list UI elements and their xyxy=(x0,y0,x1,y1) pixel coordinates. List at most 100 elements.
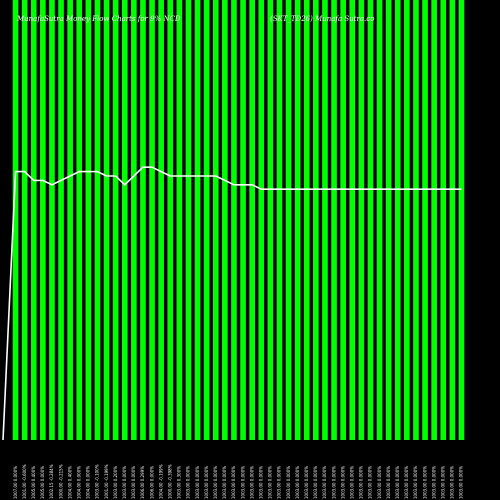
bar xyxy=(176,0,183,440)
x-tick-label: 1002.15 -0.284% xyxy=(49,464,54,499)
bar xyxy=(276,0,283,440)
x-tick-label: 1003.00 0.000% xyxy=(450,466,455,499)
bar xyxy=(340,0,346,440)
chart-title-left: MunafaSutra Money Flow Charts for 9% NCD xyxy=(16,15,181,23)
x-tick-label: 1003.00 0.000% xyxy=(213,466,218,499)
bar xyxy=(76,0,83,440)
x-tick-label: 1006.00 0.000% xyxy=(149,466,154,499)
x-tick-label: 1003.00 0.000% xyxy=(195,466,200,499)
x-tick-label: 1003.00 0.000% xyxy=(359,466,364,499)
x-tick-label: 1003.00 0.300% xyxy=(177,466,182,499)
bar xyxy=(94,0,101,440)
x-tick-label: 1001.00 -0.600% xyxy=(22,464,27,499)
bar xyxy=(258,0,265,440)
bar xyxy=(167,0,174,440)
bar xyxy=(385,0,392,440)
bar xyxy=(67,0,73,440)
bar xyxy=(30,0,37,440)
bar xyxy=(131,0,137,440)
x-tick-label: 1003.00 0.000% xyxy=(404,466,409,499)
bar xyxy=(103,0,110,440)
x-tick-label: 1001.00 -0.199% xyxy=(104,464,109,499)
bar xyxy=(422,0,428,440)
x-tick-label: 1003.00 0.000% xyxy=(286,466,291,499)
x-tick-label: 1003.00 0.000% xyxy=(131,466,136,499)
x-tick-label: 1003.00 0.000% xyxy=(377,466,382,499)
x-tick-label: 1004.00 0.000% xyxy=(76,466,81,499)
bar xyxy=(249,0,255,440)
bar xyxy=(112,0,119,440)
x-tick-label: 1003.00 0.000% xyxy=(277,466,282,499)
x-tick-label: 1004.00 -0.199% xyxy=(158,464,163,499)
x-tick-label: 1005.00 0.400% xyxy=(31,466,36,499)
x-tick-label: 1004.00 0.400% xyxy=(67,466,72,499)
bar xyxy=(12,0,19,440)
chart-title-right: (SKT_TD26) Munafa Sutra.co xyxy=(270,15,374,23)
x-tick-label: 1006.00 0.299% xyxy=(140,466,145,499)
x-tick-label: 1003.00 -0.100% xyxy=(95,464,100,499)
x-tick-label: 1003.00 0.000% xyxy=(395,466,400,499)
bar xyxy=(404,0,410,440)
x-tick-label: 1003.00 0.000% xyxy=(431,466,436,499)
x-tick-label: 1003.00 0.000% xyxy=(295,466,300,499)
bar xyxy=(458,0,465,440)
price-line-group xyxy=(2,166,462,441)
bar xyxy=(303,0,310,440)
bar xyxy=(367,0,374,440)
bar xyxy=(231,0,237,440)
x-tick-label: 1003.00 0.000% xyxy=(459,466,464,499)
bar xyxy=(431,0,437,440)
bar xyxy=(267,0,274,440)
bar xyxy=(185,0,192,440)
x-tick-label: 1005.00 0.000% xyxy=(40,466,45,499)
bar xyxy=(449,0,456,440)
bar xyxy=(349,0,356,440)
x-tick-label: 1003.00 0.000% xyxy=(268,466,273,499)
price-line xyxy=(2,166,462,441)
bar xyxy=(413,0,419,440)
bar xyxy=(21,0,28,440)
bar xyxy=(212,0,219,440)
bar xyxy=(240,0,246,440)
bar xyxy=(85,0,92,440)
bar xyxy=(394,0,401,440)
x-tick-label: 1000.00 -0.215% xyxy=(58,464,63,499)
x-tick-label: 1003.00 0.000% xyxy=(204,466,209,499)
bars-group xyxy=(12,0,465,440)
x-tick-label: 1003.00 0.000% xyxy=(240,466,245,499)
x-tick-label: 1003.00 0.000% xyxy=(231,466,236,499)
x-tick-label: 1003.00 0.000% xyxy=(249,466,254,499)
bar xyxy=(194,0,201,440)
x-tick-label: 1003.00 0.000% xyxy=(331,466,336,499)
bar xyxy=(222,0,228,440)
bar xyxy=(376,0,383,440)
bar xyxy=(121,0,128,440)
x-tick-label: 1003.00 0.000% xyxy=(386,466,391,499)
bar xyxy=(358,0,365,440)
bar xyxy=(158,0,164,440)
x-tick-label: 1003.00 0.000% xyxy=(258,466,263,499)
bar xyxy=(49,0,55,440)
x-tick-label: 1000.00 -0.398% xyxy=(167,464,172,499)
x-tick-label: 1003.00 0.000% xyxy=(422,466,427,499)
x-tick-label: 1003.00 0.000% xyxy=(368,466,373,499)
x-tick-label: 1003.00 0.000% xyxy=(186,466,191,499)
x-tick-label: 1003.00 0.000% xyxy=(440,466,445,499)
x-tick-label: 1003.00 0.000% xyxy=(322,466,327,499)
x-tick-label: 1003.00 0.200% xyxy=(113,466,118,499)
x-tick-label: 1007.00 0.000% xyxy=(13,466,18,499)
x-tick-label: 1003.00 0.000% xyxy=(349,466,354,499)
x-tick-label: 1003.00 0.000% xyxy=(122,466,127,499)
x-tick-label: 1003.00 0.000% xyxy=(340,466,345,499)
bar xyxy=(40,0,46,440)
x-tick-label: 1003.00 0.000% xyxy=(222,466,227,499)
x-tick-label: 1004.00 0.000% xyxy=(86,466,91,499)
bar xyxy=(313,0,319,440)
bar xyxy=(203,0,210,440)
bar xyxy=(58,0,64,440)
bar xyxy=(294,0,301,440)
x-tick-label: 1003.00 0.000% xyxy=(304,466,309,499)
bar xyxy=(322,0,328,440)
bar xyxy=(440,0,447,440)
